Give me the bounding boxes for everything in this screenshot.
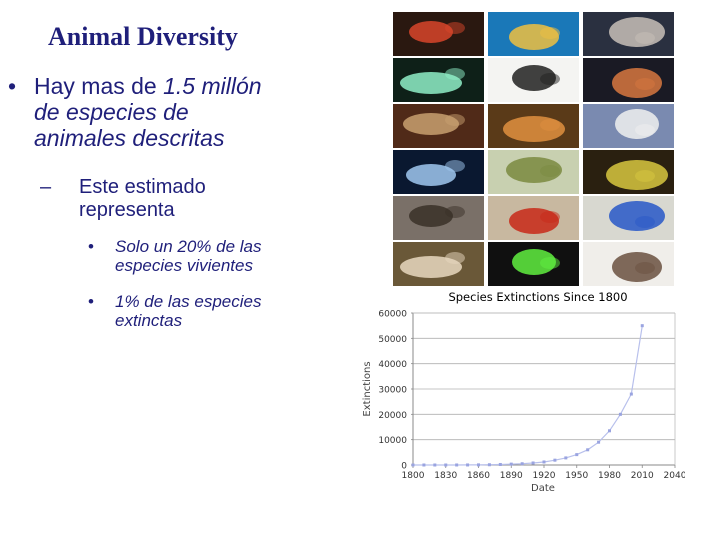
chart-x-axis-label: Date xyxy=(531,483,555,494)
chart-data-point xyxy=(477,463,480,467)
jellyfish-photo xyxy=(393,58,484,102)
sub-bullet-text: Este estimado representa xyxy=(79,176,319,222)
plankton-photo xyxy=(393,150,484,194)
starfish-photo xyxy=(393,12,484,56)
sub-sub-bullet-marker: • xyxy=(88,237,94,256)
main-bullet-line-1: Hay mas de 1.5 millón xyxy=(34,73,334,99)
main-bullet-line-3: animales descritas xyxy=(34,125,225,151)
chart-data-point xyxy=(597,440,601,444)
main-bullet-text: Hay mas de 1.5 millón de especies de ani… xyxy=(34,73,334,151)
spotted-beetle-photo xyxy=(488,58,579,102)
mantis-photo xyxy=(488,150,579,194)
chart-data-point xyxy=(531,461,535,465)
chart-x-tick-label: 1860 xyxy=(467,471,490,481)
chart-y-tick-label: 50000 xyxy=(378,335,407,345)
chart-data-point xyxy=(455,463,459,467)
chart-data-point xyxy=(542,460,546,464)
blue-jay-photo xyxy=(583,196,674,240)
chart-x-tick-label: 1950 xyxy=(565,471,588,481)
extinctions-chart: Species Extinctions Since 1800 Extinctio… xyxy=(362,290,685,494)
chart-data-point xyxy=(553,458,557,462)
chart-data-point xyxy=(575,453,579,457)
sub-sub-bullet-marker: • xyxy=(88,292,94,311)
chart-y-tick-label: 60000 xyxy=(378,310,407,320)
crab-photo xyxy=(393,196,484,240)
chart-data-point xyxy=(498,462,502,466)
chart-data-point xyxy=(444,463,448,467)
chart-series-line xyxy=(413,325,643,466)
coral-fish-photo xyxy=(488,12,579,56)
chart-x-tick-label: 1980 xyxy=(598,471,621,481)
slide-title: Animal Diversity xyxy=(48,22,238,51)
sub-sub-bullet-line-2: extinctas xyxy=(115,311,183,330)
chart-y-tick-label: 20000 xyxy=(378,411,407,421)
chart-data-point xyxy=(564,456,568,460)
chart-data-point xyxy=(618,412,622,416)
cuttlefish-photo xyxy=(583,12,674,56)
chart-x-tick-label: 1920 xyxy=(533,471,556,481)
animal-photo-grid xyxy=(393,12,693,286)
chart-data-point xyxy=(466,463,470,467)
chart-data-point xyxy=(640,324,644,328)
chart-data-point xyxy=(487,463,491,467)
main-bullet-emphasis: 1.5 millón xyxy=(163,73,262,99)
sub-sub-bullet-line-1: 1% de las especies xyxy=(115,292,262,311)
sea-slug-photo xyxy=(583,104,674,148)
chart-data-point xyxy=(608,429,611,433)
sub-sub-bullet-line-2: especies vivientes xyxy=(115,256,253,275)
slug-photo xyxy=(488,242,579,286)
sub-bullet-line-1: Este estimado xyxy=(79,176,206,198)
worm-photo xyxy=(583,58,674,102)
chart-x-tick-label: 2040 xyxy=(664,471,685,481)
sub-bullet-line-2: representa xyxy=(79,199,175,221)
frog-photo xyxy=(583,242,674,286)
chart-data-point xyxy=(411,463,415,467)
chart-y-tick-label: 10000 xyxy=(378,436,407,446)
chart-data-point xyxy=(586,448,590,452)
eel-photo xyxy=(583,150,674,194)
red-flatworm-photo xyxy=(488,196,579,240)
chart-x-tick-label: 2010 xyxy=(631,471,654,481)
chart-x-tick-label: 1800 xyxy=(402,471,425,481)
chart-y-tick-label: 0 xyxy=(401,462,407,472)
chart-title: Species Extinctions Since 1800 xyxy=(448,290,627,304)
chart-x-tick-label: 1830 xyxy=(434,471,457,481)
tube-worm-photo xyxy=(393,104,484,148)
tiger-photo xyxy=(488,104,579,148)
chart-y-tick-label: 30000 xyxy=(378,386,407,396)
chart-data-point xyxy=(433,463,437,467)
sub-sub-bullet-text: Solo un 20% de las especies vivientes xyxy=(115,237,335,275)
sub-sub-bullet-line-1: Solo un 20% de las xyxy=(115,237,262,256)
sub-sub-bullet-text: 1% de las especies extinctas xyxy=(115,292,335,330)
main-bullet-prefix: Hay mas de xyxy=(34,73,164,99)
chart-data-point xyxy=(509,462,513,466)
chart-y-tick-label: 40000 xyxy=(378,360,407,370)
chart-data-point xyxy=(629,392,633,396)
chart-y-axis-label: Extinctions xyxy=(362,361,373,416)
chart-x-tick-label: 1890 xyxy=(500,471,523,481)
chart-data-point xyxy=(520,462,524,466)
chart-data-point xyxy=(422,463,426,467)
spider-photo xyxy=(393,242,484,286)
bullet-marker: • xyxy=(8,73,17,99)
sub-bullet-marker: – xyxy=(40,176,52,198)
main-bullet-line-2: de especies de xyxy=(34,99,189,125)
